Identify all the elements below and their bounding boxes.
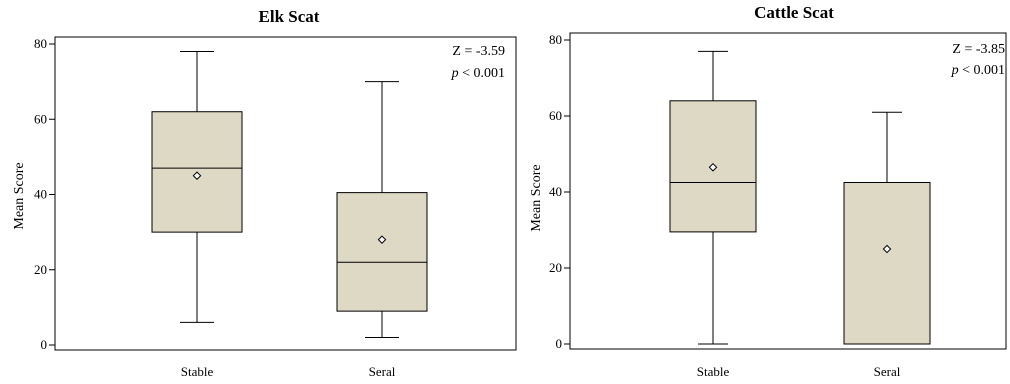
plot-frame <box>54 36 517 351</box>
y-tick-label: 40 <box>34 187 47 202</box>
y-tick-label: 0 <box>41 337 48 352</box>
chart-panel-2: Cattle Scat 0 20 40 60 80 Mean Score Stable Sera… <box>529 3 1007 379</box>
chart-title: Elk Scat <box>259 7 320 26</box>
y-tick-label: 60 <box>549 108 562 123</box>
mean-marker <box>377 235 387 244</box>
p-symbol: p <box>451 66 459 81</box>
box-seral <box>843 111 931 345</box>
mean-marker <box>882 244 892 254</box>
mean-marker <box>708 162 718 172</box>
box-stable <box>151 51 243 323</box>
p-value: p < 0.001 <box>951 63 1005 78</box>
x-category-label: Seral <box>874 364 901 379</box>
x-category-label: Seral <box>369 364 396 379</box>
y-tick-label: 60 <box>34 111 47 126</box>
p-threshold: < 0.001 <box>459 66 505 81</box>
p-value: p < 0.001 <box>451 66 505 81</box>
y-tick-label: 80 <box>34 36 47 51</box>
y-axis-label: Mean Score <box>12 162 27 229</box>
box-stable <box>669 50 757 345</box>
box-seral <box>336 81 428 338</box>
y-tick-label: 20 <box>549 260 562 275</box>
y-tick-label: 20 <box>34 262 47 277</box>
chart-panel-1: Elk Scat 0 20 40 60 80 Mean Score Stable Seral Z … <box>12 7 517 379</box>
chart-title: Cattle Scat <box>754 3 834 22</box>
z-statistic: Z = -3.85 <box>952 42 1005 57</box>
y-axis-label: Mean Score <box>529 164 544 231</box>
y-tick-label: 40 <box>549 184 562 199</box>
x-category-label: Stable <box>181 364 214 379</box>
x-category-label: Stable <box>697 364 730 379</box>
p-symbol: p <box>951 63 959 78</box>
iqr-box <box>151 111 243 233</box>
y-tick-label: 80 <box>549 32 562 47</box>
mean-marker <box>192 171 202 180</box>
p-threshold: < 0.001 <box>959 63 1005 78</box>
z-statistic: Z = -3.59 <box>452 44 505 59</box>
plot-frame <box>569 32 1007 350</box>
iqr-box <box>336 192 428 312</box>
y-tick-label: 0 <box>556 336 563 351</box>
iqr-box <box>843 182 931 345</box>
